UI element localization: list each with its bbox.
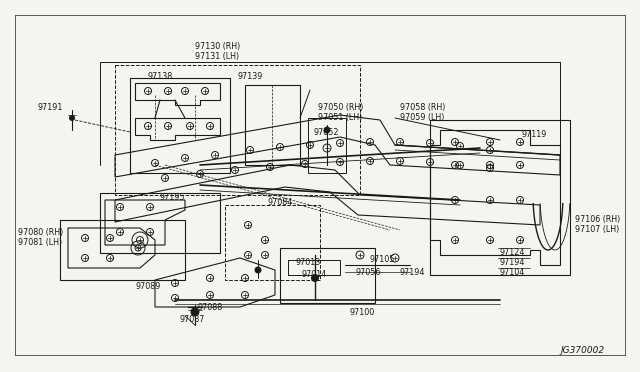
Text: 97105: 97105: [370, 255, 396, 264]
Text: 97058 (RH): 97058 (RH): [400, 103, 445, 112]
Text: 97131 (LH): 97131 (LH): [195, 52, 239, 61]
Text: 97104: 97104: [500, 268, 525, 277]
Text: JG370002: JG370002: [560, 346, 604, 355]
Text: 97051 (LH): 97051 (LH): [318, 113, 362, 122]
Circle shape: [191, 308, 199, 316]
Text: 97106 (RH): 97106 (RH): [575, 215, 620, 224]
Text: 97124: 97124: [500, 248, 525, 257]
Text: 97194: 97194: [500, 258, 525, 267]
Text: 97084: 97084: [268, 198, 293, 207]
Text: 97087: 97087: [180, 315, 205, 324]
Text: 97014: 97014: [302, 270, 327, 279]
Text: 97056: 97056: [355, 268, 380, 277]
Text: 97130 (RH): 97130 (RH): [195, 42, 240, 51]
Text: 97059 (LH): 97059 (LH): [400, 113, 444, 122]
Circle shape: [255, 267, 261, 273]
Text: 97191: 97191: [38, 103, 63, 112]
Circle shape: [70, 115, 74, 121]
Text: 97080 (RH): 97080 (RH): [18, 228, 63, 237]
Text: 97013: 97013: [296, 258, 321, 267]
Text: 97194: 97194: [400, 268, 426, 277]
Text: 97138: 97138: [148, 72, 173, 81]
Text: 97052: 97052: [313, 128, 339, 137]
Text: 97107 (LH): 97107 (LH): [575, 225, 620, 234]
Text: 97139: 97139: [238, 72, 264, 81]
Circle shape: [312, 275, 319, 282]
Text: 97081 (LH): 97081 (LH): [18, 238, 62, 247]
Text: 97088: 97088: [198, 303, 223, 312]
Text: 97119: 97119: [522, 130, 547, 139]
Text: 97195: 97195: [160, 193, 186, 202]
Circle shape: [324, 127, 330, 133]
Text: 97100: 97100: [350, 308, 375, 317]
Text: 97050 (RH): 97050 (RH): [318, 103, 364, 112]
Text: 97089: 97089: [135, 282, 161, 291]
